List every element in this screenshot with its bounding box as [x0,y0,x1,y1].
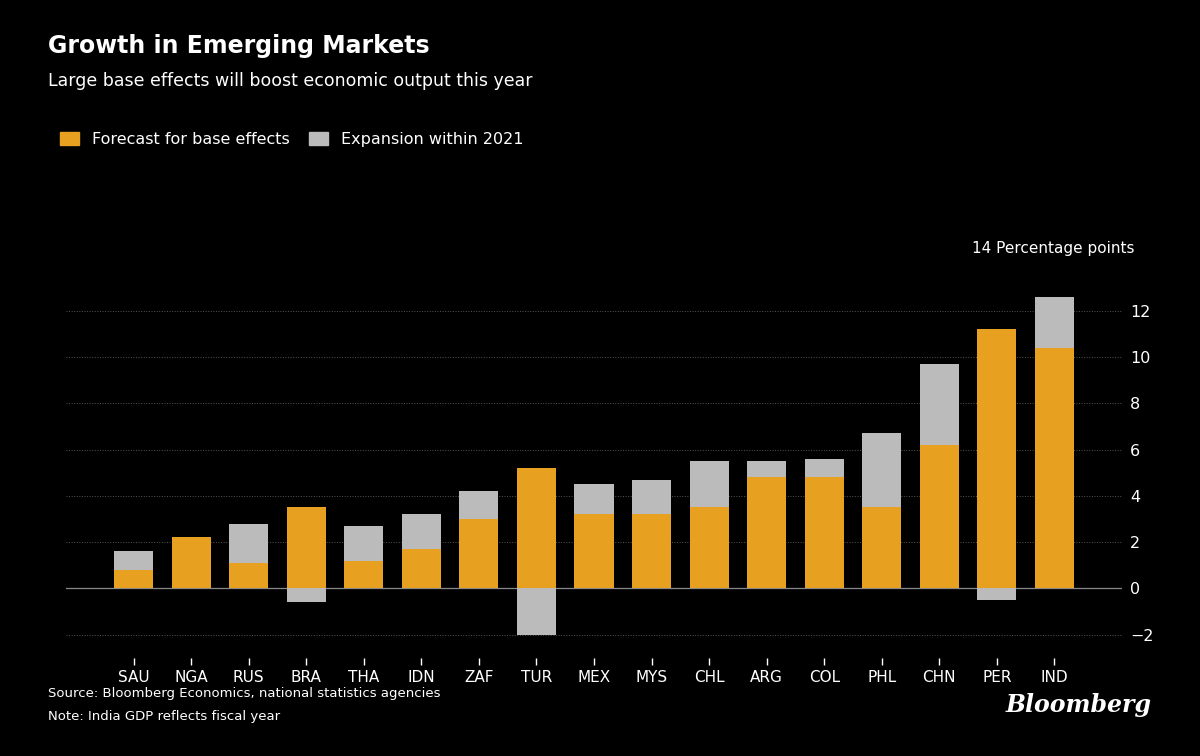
Bar [690,507,728,588]
Bar [575,485,613,514]
Bar [632,479,671,514]
Text: Source: Bloomberg Economics, national statistics agencies: Source: Bloomberg Economics, national st… [48,687,440,700]
Text: Large base effects will boost economic output this year: Large base effects will boost economic o… [48,72,533,90]
Bar [517,468,556,588]
Bar [863,433,901,507]
Legend: Forecast for base effects, Expansion within 2021: Forecast for base effects, Expansion wit… [54,125,529,153]
Bar [344,561,383,588]
Bar [402,514,440,549]
Bar [919,364,959,445]
Bar [114,551,154,570]
Bar [748,461,786,477]
Bar [114,570,154,588]
Bar [344,526,383,561]
Text: Growth in Emerging Markets: Growth in Emerging Markets [48,34,430,58]
Text: 14 Percentage points: 14 Percentage points [972,240,1134,256]
Bar [1034,348,1074,588]
Bar [229,563,269,588]
Text: Note: India GDP reflects fiscal year: Note: India GDP reflects fiscal year [48,710,280,723]
Bar [460,519,498,588]
Bar [575,514,613,588]
Bar [402,549,440,588]
Bar [748,477,786,588]
Bar [805,459,844,477]
Bar [977,330,1016,588]
Bar [287,588,325,603]
Bar [632,514,671,588]
Bar [690,461,728,507]
Text: Bloomberg: Bloomberg [1006,692,1152,717]
Bar [287,507,325,588]
Bar [977,588,1016,600]
Bar [172,538,211,588]
Bar [919,445,959,588]
Bar [863,507,901,588]
Bar [517,588,556,634]
Bar [460,491,498,519]
Bar [229,524,269,563]
Bar [1034,297,1074,348]
Bar [805,477,844,588]
